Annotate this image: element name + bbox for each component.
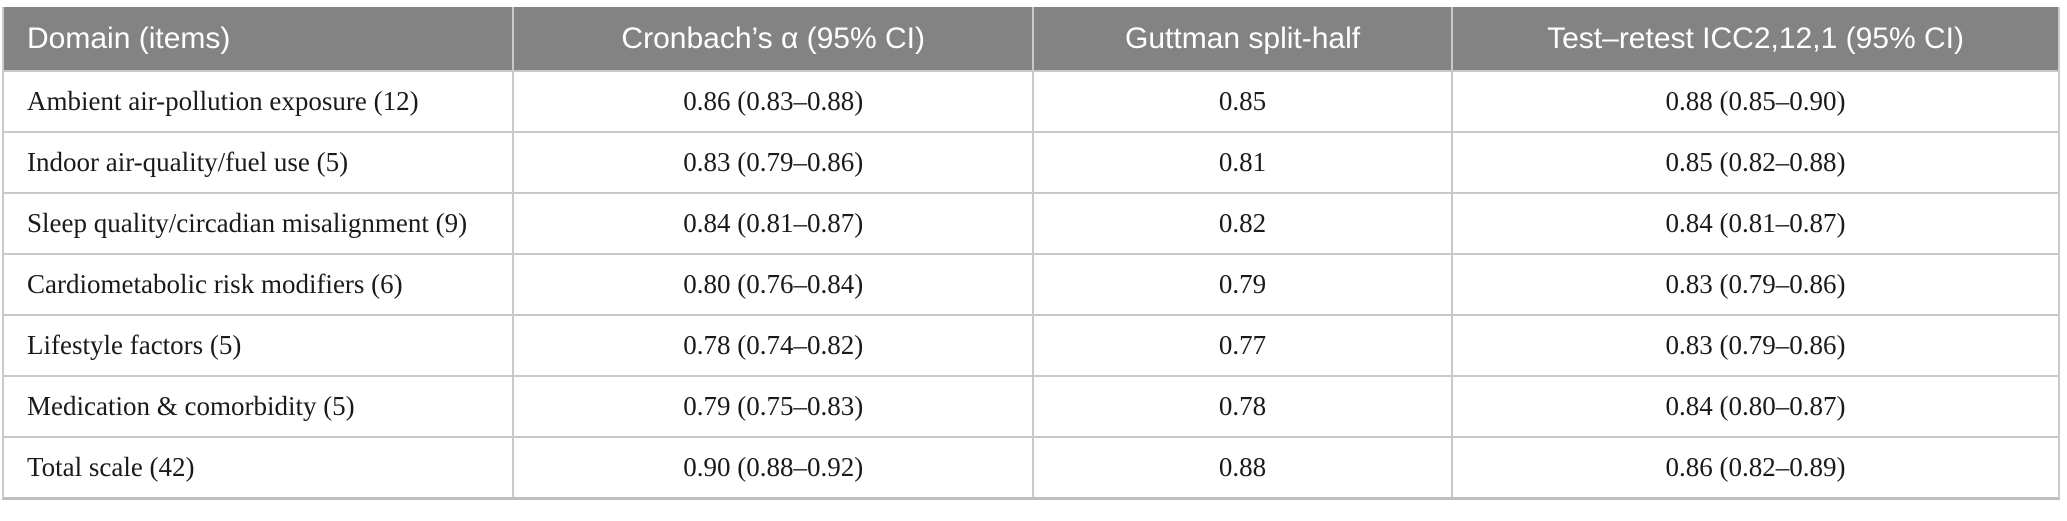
table-row: Indoor air-quality/fuel use (5) 0.83 (0.… — [4, 132, 2058, 194]
cell-test-retest-icc: 0.83 (0.79–0.86) — [1452, 315, 2058, 377]
cell-cronbach-alpha: 0.83 (0.79–0.86) — [513, 132, 1035, 194]
cell-guttman: 0.79 — [1033, 254, 1454, 316]
cell-domain: Ambient air-pollution exposure (12) — [4, 71, 515, 133]
table-row: Cardiometabolic risk modifiers (6) 0.80 … — [4, 254, 2058, 316]
cell-domain: Lifestyle factors (5) — [4, 315, 515, 377]
cell-domain: Medication & comorbidity (5) — [4, 376, 515, 438]
cell-guttman: 0.81 — [1033, 132, 1454, 194]
cell-guttman: 0.88 — [1033, 437, 1454, 497]
cell-domain: Indoor air-quality/fuel use (5) — [4, 132, 515, 194]
table-row: Sleep quality/circadian misalignment (9)… — [4, 193, 2058, 255]
cell-guttman: 0.78 — [1033, 376, 1454, 438]
header-row: Domain (items) Cronbach’s α (95% CI) Gut… — [4, 7, 2058, 72]
cell-domain: Sleep quality/circadian misalignment (9) — [4, 193, 515, 255]
cell-test-retest-icc: 0.84 (0.80–0.87) — [1452, 376, 2058, 438]
table-row: Lifestyle factors (5) 0.78 (0.74–0.82) 0… — [4, 315, 2058, 377]
cell-cronbach-alpha: 0.78 (0.74–0.82) — [513, 315, 1035, 377]
column-header-cronbach-alpha: Cronbach’s α (95% CI) — [513, 7, 1035, 72]
column-header-guttman-split-half: Guttman split-half — [1033, 7, 1454, 72]
cell-domain: Cardiometabolic risk modifiers (6) — [4, 254, 515, 316]
cell-cronbach-alpha: 0.90 (0.88–0.92) — [513, 437, 1035, 497]
cell-cronbach-alpha: 0.86 (0.83–0.88) — [513, 71, 1035, 133]
cell-cronbach-alpha: 0.79 (0.75–0.83) — [513, 376, 1035, 438]
cell-test-retest-icc: 0.85 (0.82–0.88) — [1452, 132, 2058, 194]
cell-cronbach-alpha: 0.84 (0.81–0.87) — [513, 193, 1035, 255]
cell-guttman: 0.82 — [1033, 193, 1454, 255]
cell-test-retest-icc: 0.86 (0.82–0.89) — [1452, 437, 2058, 497]
table-row: Ambient air-pollution exposure (12) 0.86… — [4, 71, 2058, 133]
cell-guttman: 0.77 — [1033, 315, 1454, 377]
table-row: Total scale (42) 0.90 (0.88–0.92) 0.88 0… — [4, 437, 2058, 497]
reliability-table: Domain (items) Cronbach’s α (95% CI) Gut… — [4, 7, 2058, 497]
cell-test-retest-icc: 0.88 (0.85–0.90) — [1452, 71, 2058, 133]
cell-domain: Total scale (42) — [4, 437, 515, 497]
cell-cronbach-alpha: 0.80 (0.76–0.84) — [513, 254, 1035, 316]
column-header-domain: Domain (items) — [4, 7, 515, 72]
table-row: Medication & comorbidity (5) 0.79 (0.75–… — [4, 376, 2058, 438]
reliability-table-container: Domain (items) Cronbach’s α (95% CI) Gut… — [2, 7, 2060, 500]
cell-test-retest-icc: 0.84 (0.81–0.87) — [1452, 193, 2058, 255]
cell-guttman: 0.85 — [1033, 71, 1454, 133]
cell-test-retest-icc: 0.83 (0.79–0.86) — [1452, 254, 2058, 316]
column-header-test-retest-icc: Test–retest ICC2,12,1 (95% CI) — [1452, 7, 2058, 72]
